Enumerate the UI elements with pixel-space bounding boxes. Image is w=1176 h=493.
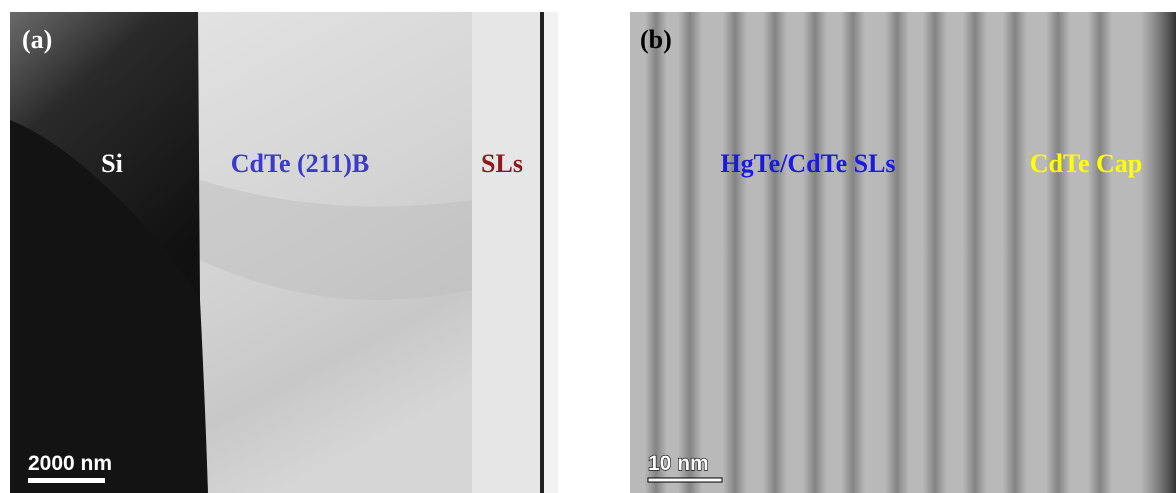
annotation: Si <box>101 149 123 178</box>
page: (a) Si CdTe (211)B SLs 2000 nm (b) HgTe/… <box>0 0 1176 493</box>
scale-bar <box>28 478 105 483</box>
stripe <box>723 12 747 493</box>
stripe <box>1003 12 1027 493</box>
stripe <box>645 12 667 493</box>
stripe <box>963 12 987 493</box>
annotation: HgTe/CdTe SLs <box>720 149 895 178</box>
panel-b: (b) HgTe/CdTe SLs CdTe Cap 10 nm <box>630 12 1176 493</box>
scale-bar-label: 10 nm <box>648 452 709 475</box>
sls-region <box>472 12 540 493</box>
stripe <box>763 12 787 493</box>
cap-region <box>544 12 558 493</box>
annotation: CdTe Cap <box>1030 149 1142 178</box>
annotation: CdTe (211)B <box>231 149 369 178</box>
stripe <box>923 12 947 493</box>
stripe <box>885 12 909 493</box>
annotation: SLs <box>481 149 523 178</box>
scale-bar-label: 2000 nm <box>28 452 112 475</box>
scale-bar <box>648 478 722 482</box>
stripe <box>803 12 827 493</box>
stripe <box>1046 12 1070 493</box>
edge <box>1140 12 1176 493</box>
stripe <box>841 12 865 493</box>
interface-line <box>540 12 544 493</box>
panel-label: (b) <box>640 25 672 54</box>
panel-label: (a) <box>22 25 52 54</box>
figure: (a) Si CdTe (211)B SLs 2000 nm (b) HgTe/… <box>0 0 1176 493</box>
stripe <box>678 12 702 493</box>
panel-a: (a) Si CdTe (211)B SLs 2000 nm <box>10 12 558 493</box>
stripe <box>1088 12 1112 493</box>
